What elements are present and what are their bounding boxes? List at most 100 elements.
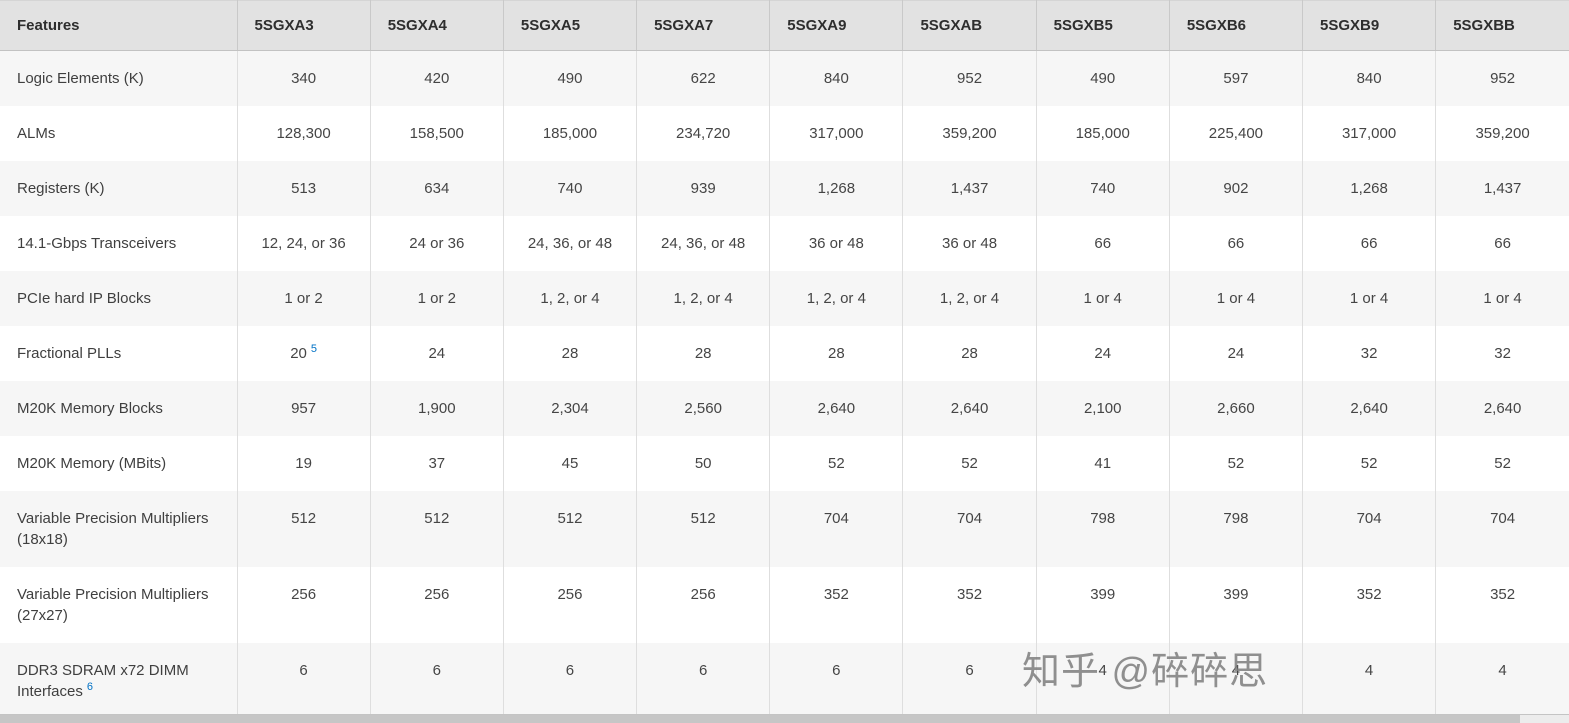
value-cell: 359,200: [902, 106, 1037, 161]
value-cell: 6: [236, 643, 371, 719]
value-cell: 128,300: [236, 106, 371, 161]
value-cell: 256: [369, 567, 504, 643]
value-cell: 1 or 2: [369, 271, 504, 326]
value-cell: 24, 36, or 48: [636, 216, 770, 271]
value-cell: 24: [1035, 326, 1170, 381]
value-cell: 52: [1168, 436, 1303, 491]
value-cell: 6: [636, 643, 770, 719]
value-cell: 2,304: [502, 381, 637, 436]
value-cell: 512: [369, 491, 504, 567]
value-cell: 28: [502, 326, 637, 381]
table-row: Variable Precision Multipliers (18x18) 51…: [0, 491, 1569, 567]
device-column-header: 5SGXAB: [902, 0, 1037, 51]
value-cell: 399: [1035, 567, 1170, 643]
value-cell: 66: [1301, 216, 1436, 271]
feature-label: Variable Precision Multipliers (27x27): [0, 567, 237, 643]
value-cell: 1,268: [769, 161, 903, 216]
value-cell: 2,640: [1301, 381, 1436, 436]
value-cell: 352: [769, 567, 903, 643]
value-cell: 2,640: [769, 381, 903, 436]
value-cell: 1 or 4: [1435, 271, 1569, 326]
table-row: Fractional PLLs 20 5 24 28 28 28 28 24 24 32 32: [0, 326, 1569, 381]
device-column-header: 5SGXA3: [236, 0, 371, 51]
value-cell: 185,000: [502, 106, 637, 161]
value-cell: 36 or 48: [769, 216, 903, 271]
feature-label: ALMs: [0, 106, 237, 161]
value-cell: 798: [1168, 491, 1303, 567]
value-cell: 622: [636, 50, 770, 106]
value-cell: 513: [236, 161, 371, 216]
value-cell: 1,437: [1435, 161, 1569, 216]
value-cell: 490: [1035, 50, 1170, 106]
value-cell: 12, 24, or 36: [236, 216, 371, 271]
value-cell: 1,437: [902, 161, 1037, 216]
value-cell: 340: [236, 50, 371, 106]
value-cell: 740: [502, 161, 637, 216]
value-cell: 52: [1301, 436, 1436, 491]
value-cell: 704: [769, 491, 903, 567]
value-cell: 359,200: [1435, 106, 1569, 161]
value-cell: 399: [1168, 567, 1303, 643]
value-cell: 352: [1435, 567, 1569, 643]
value-cell: 1, 2, or 4: [636, 271, 770, 326]
feature-label: Logic Elements (K): [0, 50, 237, 106]
value-cell: 512: [502, 491, 637, 567]
value-cell: 352: [1301, 567, 1436, 643]
features-column-header: Features: [0, 0, 237, 51]
table-row: ALMs 128,300 158,500 185,000 234,720 317,000 3…: [0, 106, 1569, 161]
value-cell: 634: [369, 161, 504, 216]
footnote-link[interactable]: 5: [310, 343, 317, 355]
device-column-header: 5SGXB9: [1301, 0, 1436, 51]
value-cell: 740: [1035, 161, 1170, 216]
device-column-header: 5SGXA7: [636, 0, 770, 51]
value-cell: 2,100: [1035, 381, 1170, 436]
value-cell: 45: [502, 436, 637, 491]
device-column-header: 5SGXA5: [502, 0, 637, 51]
value-cell: 1 or 2: [236, 271, 371, 326]
value-cell: 1,900: [369, 381, 504, 436]
value-cell: 6: [502, 643, 637, 719]
horizontal-scrollbar[interactable]: [0, 714, 1569, 723]
value-cell: 185,000: [1035, 106, 1170, 161]
value-cell: 2,640: [1435, 381, 1569, 436]
value-cell: 6: [369, 643, 504, 719]
feature-label: M20K Memory (MBits): [0, 436, 237, 491]
value-cell: 840: [1301, 50, 1436, 106]
value-cell: 28: [769, 326, 903, 381]
value-cell: 225,400: [1168, 106, 1303, 161]
scrollbar-thumb[interactable]: [0, 715, 1520, 723]
value-cell: 1 or 4: [1301, 271, 1436, 326]
table-row: Registers (K) 513 634 740 939 1,268 1,437 740 90…: [0, 161, 1569, 216]
feature-label: Fractional PLLs: [0, 326, 237, 381]
value-cell: 52: [1435, 436, 1569, 491]
feature-label: 14.1-Gbps Transceivers: [0, 216, 237, 271]
value-cell: 4: [1168, 643, 1303, 719]
table-header: Features 5SGXA3 5SGXA4 5SGXA5 5SGXA7 5SGXA9 5S…: [0, 0, 1569, 51]
value-cell: 952: [902, 50, 1037, 106]
value-cell: 1,268: [1301, 161, 1436, 216]
device-column-header: 5SGXA4: [369, 0, 504, 51]
table-row: 14.1-Gbps Transceivers 12, 24, or 36 24 or…: [0, 216, 1569, 271]
table-row: Variable Precision Multipliers (27x27) 25…: [0, 567, 1569, 643]
value-cell: 512: [236, 491, 371, 567]
device-column-header: 5SGXA9: [769, 0, 903, 51]
value-cell: 4: [1301, 643, 1436, 719]
value-cell: 24: [369, 326, 504, 381]
value-cell: 952: [1435, 50, 1569, 106]
value-cell: 420: [369, 50, 504, 106]
value-cell: 32: [1435, 326, 1569, 381]
value-cell: 840: [769, 50, 903, 106]
footnote-link[interactable]: 6: [86, 681, 93, 693]
value-cell: 32: [1301, 326, 1436, 381]
value-cell: 2,660: [1168, 381, 1303, 436]
value-cell: 234,720: [636, 106, 770, 161]
table-body: Logic Elements (K) 340 420 490 622 840 952 490 5…: [0, 50, 1569, 719]
table-row: M20K Memory (MBits) 19 37 45 50 52 52 41 52 52 52: [0, 436, 1569, 491]
value-cell: 704: [1435, 491, 1569, 567]
value-cell: 597: [1168, 50, 1303, 106]
value-cell: 1, 2, or 4: [902, 271, 1037, 326]
value-cell: 4: [1035, 643, 1170, 719]
value-cell: 24: [1168, 326, 1303, 381]
